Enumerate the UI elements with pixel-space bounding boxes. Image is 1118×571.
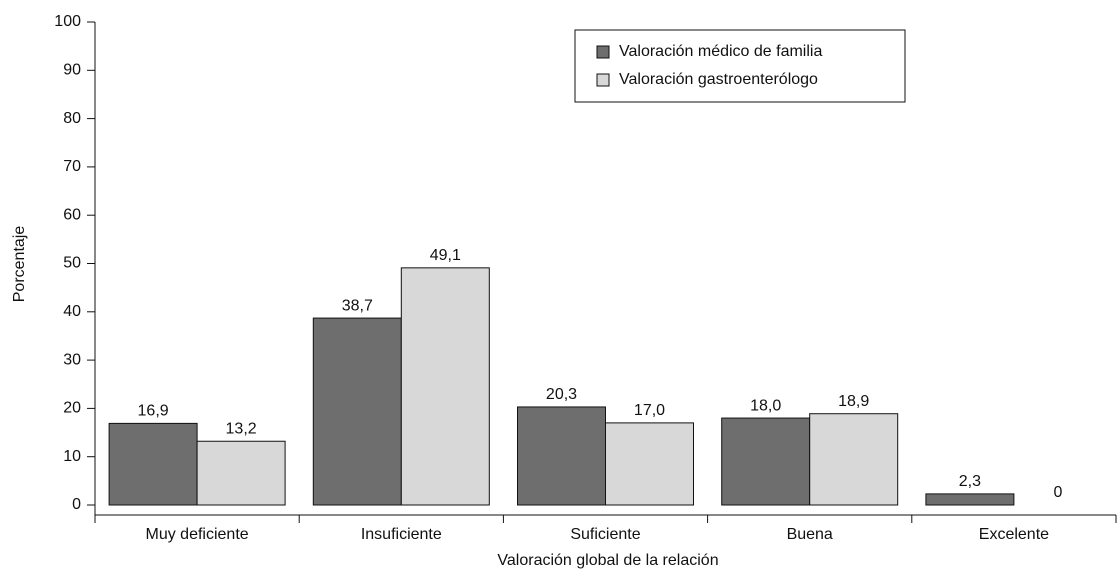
bar — [517, 406, 606, 506]
bar — [312, 317, 402, 506]
value-label: 13,2 — [226, 420, 257, 437]
legend-label: Valoración médico de familia — [619, 43, 822, 60]
y-tick-label: 80 — [63, 110, 81, 127]
x-tick-label: Insuficiente — [361, 526, 442, 543]
legend-swatch — [596, 45, 610, 59]
x-tick-label: Suficiente — [570, 526, 640, 543]
x-tick-label: Excelente — [979, 526, 1049, 543]
bar — [721, 417, 811, 506]
value-label: 17,0 — [634, 402, 665, 419]
y-tick-label: 50 — [63, 255, 81, 272]
value-label: 49,1 — [430, 247, 461, 264]
bar — [400, 267, 490, 506]
x-axis-label: Valoración global de la relación — [497, 552, 718, 569]
bar — [809, 413, 899, 506]
y-tick-label: 70 — [63, 158, 81, 175]
y-tick-label: 0 — [72, 496, 81, 513]
bar — [108, 422, 198, 506]
y-tick-label: 40 — [63, 303, 81, 320]
y-tick-label: 60 — [63, 206, 81, 223]
y-tick-label: 100 — [54, 13, 81, 30]
x-tick-label: Buena — [787, 526, 833, 543]
value-label: 20,3 — [546, 386, 577, 403]
x-tick-label: Muy deficiente — [146, 526, 249, 543]
legend-label: Valoración gastroenterólogo — [619, 71, 818, 88]
y-tick-label: 20 — [63, 400, 81, 417]
bar — [196, 440, 286, 506]
value-label: 0 — [1053, 484, 1062, 501]
y-tick-label: 30 — [63, 351, 81, 368]
value-label: 2,3 — [959, 473, 981, 490]
bar — [925, 493, 1015, 506]
bar — [605, 422, 694, 506]
value-label: 18,9 — [838, 393, 869, 410]
value-label: 18,0 — [750, 397, 781, 414]
y-tick-label: 90 — [63, 62, 81, 79]
value-label: 38,7 — [342, 297, 373, 314]
y-axis-label: Porcentaje — [11, 226, 28, 303]
y-tick-label: 10 — [63, 448, 81, 465]
value-label: 16,9 — [138, 403, 169, 420]
legend-box — [574, 29, 906, 103]
legend-swatch — [596, 73, 610, 87]
